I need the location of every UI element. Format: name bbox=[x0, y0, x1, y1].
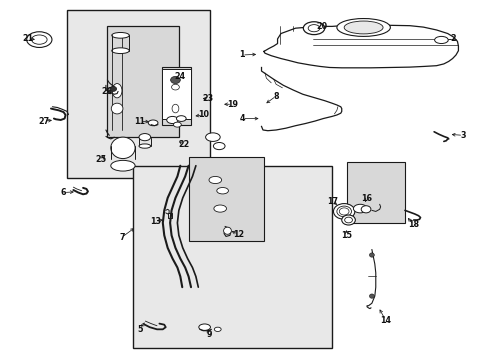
Ellipse shape bbox=[434, 36, 447, 44]
Text: 18: 18 bbox=[407, 220, 418, 229]
Text: 22: 22 bbox=[178, 140, 189, 149]
Text: 2: 2 bbox=[450, 35, 455, 44]
Text: 6: 6 bbox=[61, 188, 66, 197]
Ellipse shape bbox=[216, 188, 228, 194]
Bar bbox=[162, 69, 191, 119]
Ellipse shape bbox=[176, 116, 186, 121]
Bar bbox=[132, 166, 331, 348]
Bar bbox=[107, 26, 179, 137]
Ellipse shape bbox=[111, 103, 122, 114]
Ellipse shape bbox=[361, 206, 370, 213]
Ellipse shape bbox=[110, 86, 116, 91]
Ellipse shape bbox=[214, 327, 221, 332]
Ellipse shape bbox=[336, 18, 389, 36]
Ellipse shape bbox=[139, 144, 150, 148]
Text: 10: 10 bbox=[197, 111, 208, 120]
Polygon shape bbox=[261, 67, 341, 131]
Ellipse shape bbox=[307, 24, 319, 32]
Polygon shape bbox=[366, 249, 375, 309]
Text: 1: 1 bbox=[239, 50, 244, 59]
Text: 8: 8 bbox=[273, 91, 278, 100]
Ellipse shape bbox=[31, 35, 47, 44]
Ellipse shape bbox=[336, 206, 351, 217]
Ellipse shape bbox=[208, 176, 221, 184]
Text: 17: 17 bbox=[327, 197, 338, 206]
Ellipse shape bbox=[223, 227, 231, 234]
Ellipse shape bbox=[369, 253, 373, 257]
Bar bbox=[188, 157, 264, 241]
Ellipse shape bbox=[148, 120, 158, 126]
Text: 20: 20 bbox=[316, 22, 327, 31]
Ellipse shape bbox=[339, 208, 348, 215]
Ellipse shape bbox=[333, 203, 354, 219]
Ellipse shape bbox=[112, 84, 122, 98]
Bar bbox=[346, 162, 404, 223]
Ellipse shape bbox=[353, 204, 366, 213]
Polygon shape bbox=[264, 25, 458, 68]
Ellipse shape bbox=[27, 32, 52, 48]
Text: 25: 25 bbox=[95, 155, 106, 164]
Text: 24: 24 bbox=[174, 72, 185, 81]
Ellipse shape bbox=[112, 48, 129, 54]
Text: 4: 4 bbox=[239, 114, 244, 123]
Text: 9: 9 bbox=[206, 330, 212, 339]
Text: 5: 5 bbox=[137, 325, 142, 334]
Ellipse shape bbox=[344, 21, 382, 34]
Ellipse shape bbox=[171, 84, 179, 90]
Text: 11: 11 bbox=[134, 117, 145, 126]
Text: 7: 7 bbox=[119, 233, 124, 242]
Ellipse shape bbox=[111, 160, 135, 171]
Ellipse shape bbox=[205, 133, 220, 141]
Ellipse shape bbox=[173, 122, 181, 127]
Text: 14: 14 bbox=[379, 315, 390, 324]
Text: 13: 13 bbox=[150, 217, 161, 226]
Text: 3: 3 bbox=[460, 131, 465, 140]
Text: 21: 21 bbox=[22, 35, 34, 44]
Ellipse shape bbox=[139, 134, 150, 141]
Ellipse shape bbox=[112, 32, 129, 38]
Ellipse shape bbox=[166, 116, 178, 123]
Ellipse shape bbox=[369, 294, 373, 298]
Text: 16: 16 bbox=[361, 194, 372, 203]
Ellipse shape bbox=[213, 205, 226, 212]
Bar bbox=[67, 10, 210, 178]
Ellipse shape bbox=[111, 137, 135, 158]
Text: 27: 27 bbox=[39, 117, 50, 126]
Ellipse shape bbox=[341, 215, 355, 225]
Ellipse shape bbox=[172, 104, 179, 113]
Ellipse shape bbox=[303, 22, 324, 35]
Ellipse shape bbox=[344, 217, 352, 223]
Ellipse shape bbox=[170, 76, 180, 84]
Bar bbox=[162, 67, 191, 125]
Text: 12: 12 bbox=[233, 230, 244, 239]
Text: 19: 19 bbox=[226, 100, 237, 109]
Text: 15: 15 bbox=[341, 231, 351, 240]
Ellipse shape bbox=[213, 143, 224, 150]
Ellipse shape bbox=[199, 324, 210, 330]
Text: 26: 26 bbox=[102, 87, 113, 96]
Text: 23: 23 bbox=[202, 94, 213, 103]
